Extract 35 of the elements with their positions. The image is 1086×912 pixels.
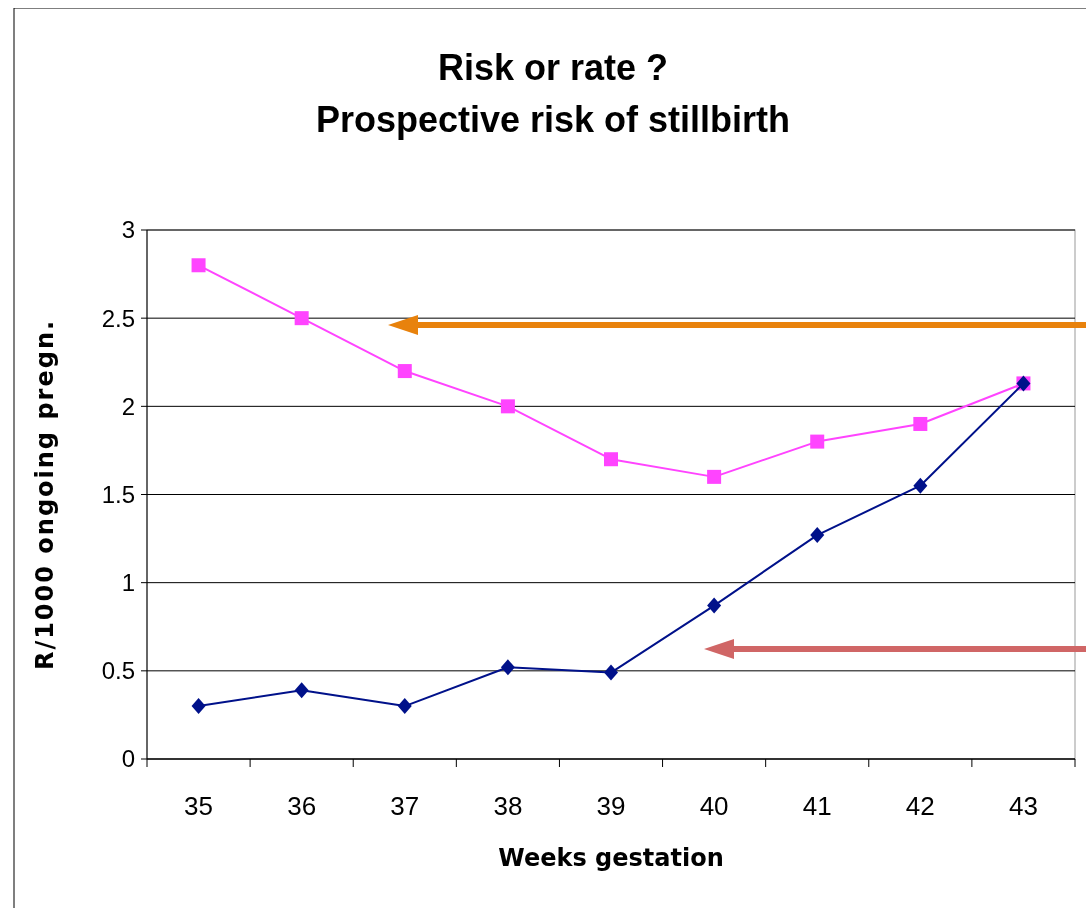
x-tick-label: 41: [802, 791, 832, 821]
point: [707, 597, 722, 614]
y-tick-label: 0: [121, 745, 135, 773]
point: [707, 469, 722, 484]
point: [810, 434, 825, 449]
x-tick-label: 38: [493, 791, 523, 821]
x-axis-title: Weeks gestation: [498, 844, 724, 872]
point: [604, 452, 618, 467]
y-tick-label: 0.5: [101, 657, 135, 685]
point: [191, 698, 206, 715]
x-tick-label: 39: [596, 791, 626, 821]
chart-title: Risk or rate ? Prospective risk of stillbirth: [315, 47, 791, 140]
x-tick-label: 40: [699, 791, 729, 821]
point: [397, 364, 412, 379]
x-tick-label: 35: [184, 791, 214, 821]
x-tick-label: 42: [905, 791, 935, 821]
y-tick-label: 2: [121, 392, 135, 420]
point: [604, 664, 618, 681]
point: [294, 311, 309, 326]
point: [500, 659, 515, 676]
y-axis-title: R/1000 ongoing pregn.: [31, 318, 59, 671]
point: [294, 682, 309, 699]
point: [913, 477, 928, 494]
y-tick-label: 2.5: [101, 304, 135, 332]
x-tick-label: 37: [390, 791, 420, 821]
x-tick-label: 43: [1008, 791, 1038, 821]
point: [397, 698, 412, 715]
point: [191, 258, 206, 273]
point: [500, 399, 515, 414]
x-tick-label: 36: [287, 791, 317, 821]
y-tick-label: 1.5: [101, 480, 135, 508]
point: [913, 416, 928, 431]
y-tick-label: 1: [121, 569, 135, 597]
y-tick-label: 3: [121, 216, 135, 244]
point: [810, 527, 825, 544]
